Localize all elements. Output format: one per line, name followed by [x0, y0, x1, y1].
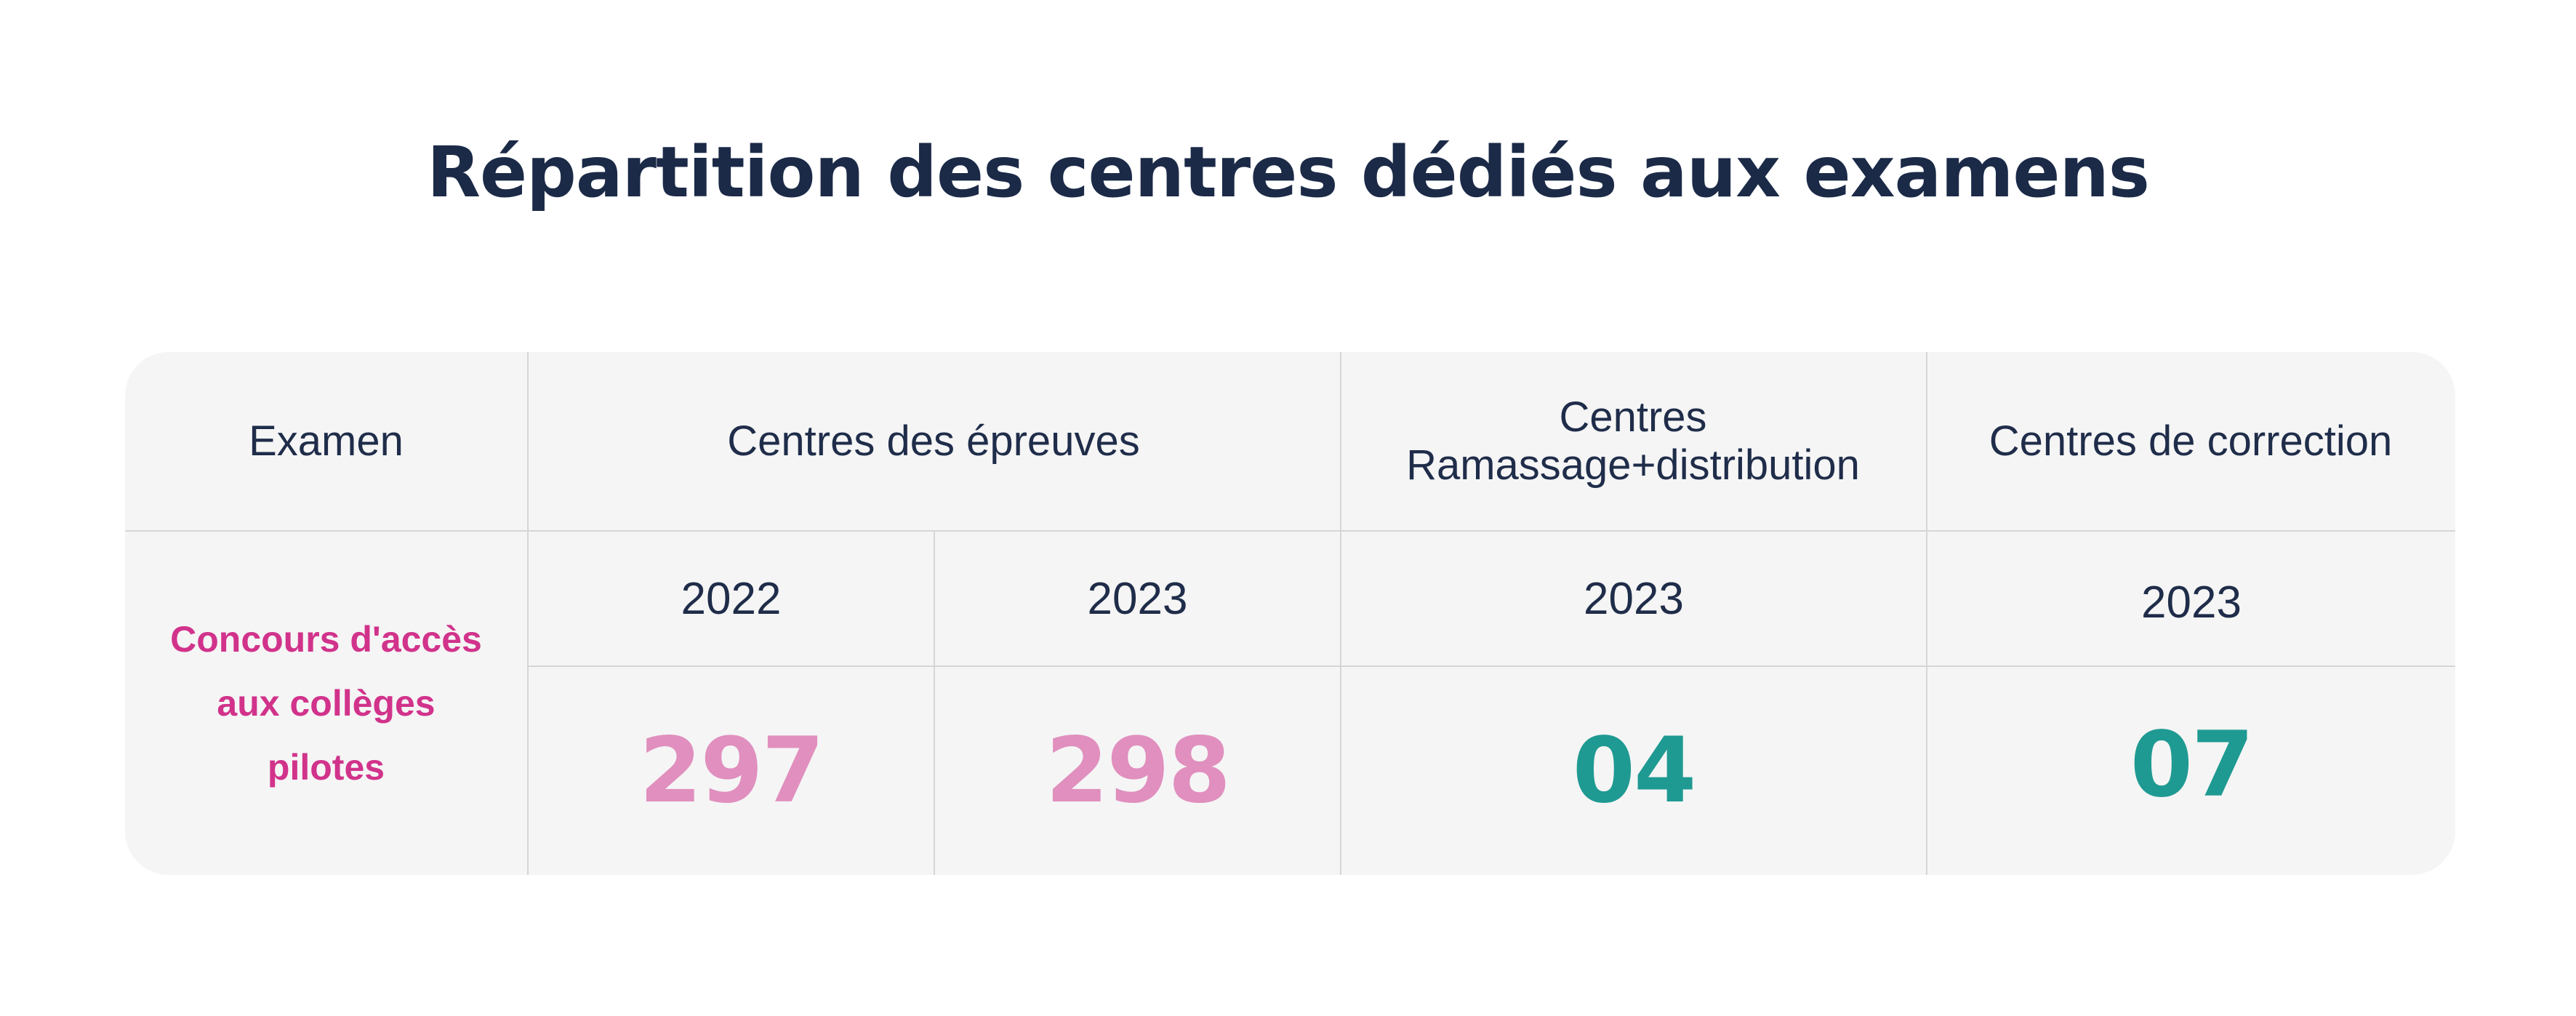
value-correction-2023: 07 [2130, 713, 2255, 817]
header-ramassage-line2: Ramassage+distribution [1406, 441, 1860, 489]
header-epreuves-label: Centres des épreuves [727, 417, 1140, 465]
year-epreuves-2022: 2022 [681, 573, 782, 624]
row-divider [125, 530, 2455, 532]
value-epreuves-2022: 297 [639, 719, 824, 823]
header-exam-label: Examen [249, 417, 404, 465]
column-divider [1926, 352, 1927, 875]
year-ramassage-2023: 2023 [1584, 573, 1684, 624]
header-exam: Examen [125, 352, 527, 530]
year-correction-2023: 2023 [2141, 577, 2242, 628]
header-correction-label: Centres de correction [1989, 417, 2393, 465]
header-ramassage-line1: Centres [1559, 393, 1707, 441]
exam-name-line2: aux collèges pilotes [217, 683, 436, 788]
header-correction: Centres de correction [1926, 352, 2455, 530]
exam-name: Concours d'accès aux collèges pilotes [166, 607, 486, 799]
column-divider [1340, 352, 1341, 875]
row-divider [527, 665, 2455, 667]
year-epreuves-2023: 2023 [1087, 573, 1188, 624]
page-title: Répartition des centres dédiés aux exame… [427, 132, 2150, 213]
column-divider [527, 352, 529, 875]
header-epreuves: Centres des épreuves [527, 352, 1340, 530]
value-epreuves-2023: 298 [1046, 719, 1231, 823]
value-ramassage-2023: 04 [1572, 719, 1697, 823]
exam-name-cell: Concours d'accès aux collèges pilotes [125, 532, 527, 875]
header-ramassage: Centres Ramassage+distribution [1340, 352, 1926, 530]
stats-table: Examen Centres des épreuves Centres Rama… [125, 352, 2455, 875]
exam-name-line1: Concours d'accès [170, 619, 482, 660]
column-divider [934, 531, 935, 875]
